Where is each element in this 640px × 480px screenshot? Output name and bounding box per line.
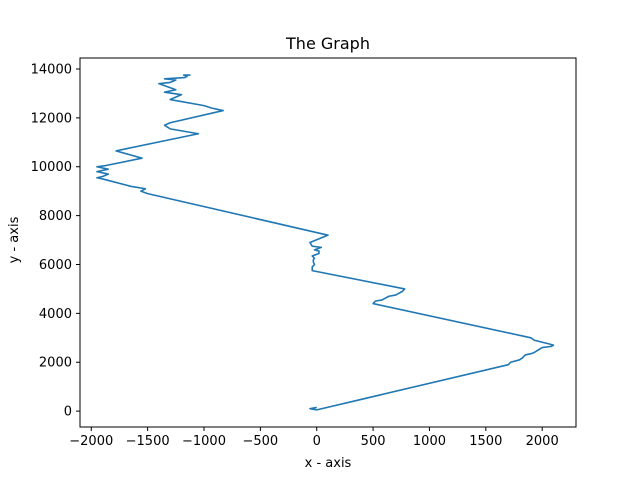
- chart-title: The Graph: [285, 34, 370, 53]
- y-tick-label: 14000: [31, 62, 72, 77]
- x-tick-label: 1000: [413, 434, 446, 449]
- x-tick-label: −1500: [126, 434, 170, 449]
- y-tick-label: 6000: [39, 258, 72, 273]
- x-axis-label: x - axis: [305, 456, 352, 471]
- axes-frame: [79, 57, 577, 428]
- y-tick-label: 4000: [39, 307, 72, 322]
- x-tick-label: 1500: [469, 434, 502, 449]
- x-tick-label: 0: [313, 434, 321, 449]
- y-tick-label: 10000: [31, 160, 72, 175]
- y-tick-label: 12000: [31, 111, 72, 126]
- x-tick-label: 500: [361, 434, 386, 449]
- plot-area: [79, 57, 577, 428]
- x-axis-ticks: −2000 −1500 −1000 −500 0 500 1000 1500 2000: [69, 427, 559, 449]
- x-tick-label: −1000: [182, 434, 226, 449]
- y-axis-ticks: 0 2000 4000 6000 8000 10000 12000 14000: [31, 62, 80, 420]
- x-tick-label: 2000: [526, 434, 559, 449]
- y-tick-label: 2000: [39, 356, 72, 371]
- x-tick-label: −2000: [69, 434, 113, 449]
- y-tick-label: 8000: [39, 209, 72, 224]
- series-line: [96, 74, 555, 411]
- y-tick-label: 0: [64, 405, 72, 420]
- y-axis-label: y - axis: [7, 216, 22, 263]
- x-tick-label: −500: [243, 434, 279, 449]
